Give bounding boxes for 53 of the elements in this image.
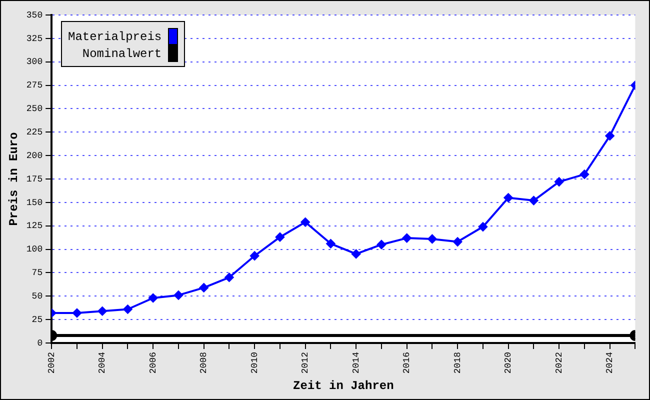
y-tick-label: 325 (26, 34, 43, 44)
y-tick-label: 100 (26, 244, 43, 255)
x-tick-label: 2012 (300, 352, 311, 374)
y-tick-label: 150 (26, 198, 43, 208)
point (605, 131, 614, 140)
point (326, 239, 336, 248)
x-tick-label: 2020 (504, 352, 514, 374)
y-axis-title: Preis in Euro (7, 132, 22, 226)
y-tick-label: 175 (26, 174, 43, 184)
y-tick-label: 50 (32, 292, 43, 302)
point (402, 234, 412, 243)
y-tick-label: 0 (37, 338, 43, 348)
point (72, 308, 82, 318)
point (174, 290, 183, 300)
point (580, 170, 589, 179)
point (199, 283, 208, 292)
point (250, 251, 260, 260)
x-tick-label: 2006 (148, 352, 158, 374)
x-axis-title: Zeit in Jahren (292, 378, 394, 393)
y-tick-label: 350 (26, 10, 43, 20)
point (98, 306, 107, 316)
point (300, 218, 310, 227)
x-tick-label: 2018 (452, 352, 463, 374)
legend-label: Nominalwert (82, 46, 162, 60)
y-tick-label: 275 (26, 80, 43, 91)
x-tick-label: 2010 (250, 352, 260, 374)
point (376, 240, 386, 250)
x-tick-label: 2002 (46, 352, 57, 374)
point (148, 294, 158, 303)
point (453, 237, 462, 246)
y-tick-label: 225 (26, 128, 43, 138)
x-tick-label: 2014 (351, 352, 362, 374)
point (504, 193, 513, 202)
x-tick-label: 2024 (605, 352, 616, 374)
point (123, 304, 132, 314)
legend-label: Materialpreis (68, 30, 162, 44)
y-tick-label: 25 (32, 314, 43, 325)
x-tick-label: 2008 (199, 352, 210, 374)
y-tick-label: 125 (26, 221, 43, 232)
y-tick-label: 75 (32, 268, 43, 278)
point (428, 234, 437, 244)
x-tick-label: 2004 (98, 352, 108, 374)
x-tick-label: 2022 (554, 352, 564, 374)
point (478, 222, 488, 232)
y-tick-label: 300 (26, 57, 43, 68)
point (352, 249, 361, 258)
point (224, 272, 234, 282)
y-tick-label: 200 (26, 150, 43, 161)
point (275, 232, 284, 242)
point (529, 196, 538, 206)
y-tick-label: 250 (26, 104, 43, 114)
x-tick-label: 2016 (402, 352, 412, 374)
point (554, 177, 564, 186)
